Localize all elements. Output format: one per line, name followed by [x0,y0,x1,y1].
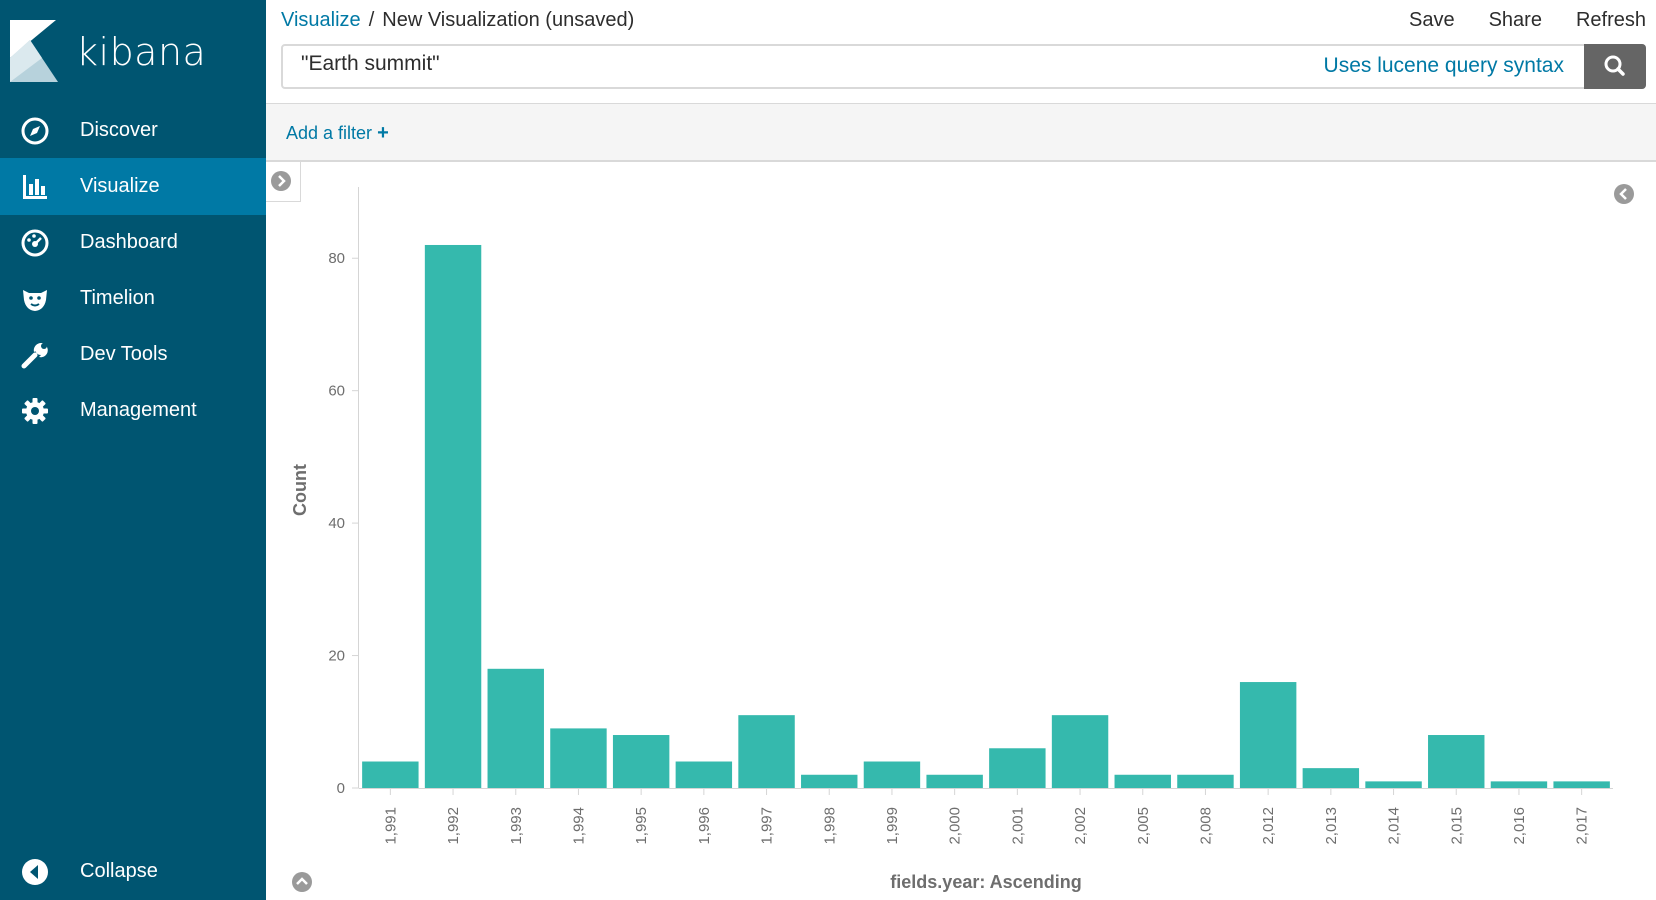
bar-chart-icon [23,175,47,199]
sidebar-item-label: Management [80,399,197,421]
breadcrumb-link-visualize[interactable]: Visualize [281,9,361,31]
bar[interactable] [863,761,921,788]
plus-icon: + [377,122,389,144]
sidebar-item-label: Dev Tools [80,343,168,365]
add-filter-label: Add a filter [286,123,373,143]
timelion-lion-icon [23,290,47,311]
y-tick-label: 40 [328,515,345,532]
x-tick-label: 2,002 [1072,807,1089,845]
kibana-logo-text: kibana [76,30,207,74]
y-tick-label: 0 [337,780,345,797]
x-tick-label: 1,991 [382,807,399,845]
bar[interactable] [550,728,607,788]
x-tick-label: 2,008 [1197,807,1214,845]
x-tick-label: 1,995 [633,807,650,845]
x-tick-label: 1,996 [696,807,713,845]
bar[interactable] [1114,774,1171,788]
bar[interactable] [1365,781,1422,788]
sidebar-item-management[interactable]: Management [0,382,266,439]
x-tick-label: 1,994 [570,807,587,845]
top-nav: Visualize / New Visualization (unsaved) Sa… [266,0,1656,104]
bar[interactable] [1490,781,1548,788]
save-button[interactable]: Save [1409,9,1455,31]
breadcrumb: Visualize / New Visualization (unsaved) [281,9,634,32]
sidebar-item-visualize[interactable]: Visualize [0,158,266,215]
x-tick-label: 2,000 [947,807,964,845]
legend-toggle[interactable] [1612,182,1636,206]
sidebar-item-label: Dashboard [80,231,178,253]
bar[interactable] [801,774,858,788]
sidebar-item-label: Visualize [80,175,160,197]
collapse-arrow-icon [22,859,48,885]
wrench-icon [21,343,48,369]
y-tick-label: 80 [328,250,345,267]
y-axis-title: Count [290,464,310,516]
breadcrumb-current: New Visualization (unsaved) [382,9,635,31]
bar[interactable] [738,715,795,788]
bar[interactable] [989,748,1046,788]
bar[interactable] [487,668,544,788]
x-tick-label: 1,993 [508,807,525,845]
sidebar-collapse-button[interactable]: Collapse [0,843,266,900]
bar[interactable] [612,735,670,788]
chevron-left-icon [1614,184,1634,204]
filter-bar: Add a filter + [266,104,1656,162]
bar[interactable] [1177,774,1234,788]
query-bar: Uses lucene query syntax [281,44,1646,89]
x-tick-label: 2,012 [1260,807,1277,845]
search-input[interactable] [301,52,1201,76]
top-actions: Save Share Refresh [1409,9,1646,32]
share-button[interactable]: Share [1488,9,1542,31]
bar[interactable] [926,774,983,788]
sidebar-item-dev-tools[interactable]: Dev Tools [0,326,266,383]
x-tick-label: 1,997 [759,807,776,845]
kibana-logo[interactable]: kibana [0,0,266,102]
search-icon [1604,55,1625,76]
y-tick-label: 60 [328,383,345,400]
bar-chart: 0 20 40 60 80 1,991 1,992 1,993 1,994 1,995 1,996 1… [290,187,1613,892]
x-tick-label: 2,015 [1448,807,1465,845]
sidebar-item-dashboard[interactable]: Dashboard [0,214,266,271]
gear-icon [22,398,48,424]
visualization-area: 0 20 40 60 80 1,991 1,992 1,993 1,994 1,995 1,996 1… [266,162,1656,900]
x-tick-label: 2,014 [1386,807,1403,845]
x-tick-label: 1,992 [445,807,462,845]
bar[interactable] [1051,715,1109,788]
bar[interactable] [424,244,482,788]
bar[interactable] [1239,682,1297,788]
x-tick-label: 2,013 [1323,807,1340,845]
x-tick-label: 2,005 [1135,807,1152,845]
breadcrumb-separator: / [368,9,375,31]
x-axis-title: fields.year: Ascending [890,872,1081,892]
bar[interactable] [1553,781,1610,788]
search-button[interactable] [1584,44,1646,89]
sidebar-collapse-label: Collapse [80,860,158,882]
x-tick-label: 2,017 [1574,807,1591,845]
bar[interactable] [362,761,419,788]
refresh-button[interactable]: Refresh [1575,9,1646,31]
compass-icon [21,117,49,145]
chevron-right-icon [271,171,291,191]
bar[interactable] [675,761,733,788]
x-tick-label: 2,001 [1009,807,1026,845]
dashboard-gauge-icon [21,229,49,257]
add-filter-button[interactable]: Add a filter + [286,122,389,145]
spy-panel-toggle[interactable] [290,870,314,894]
x-tick-label: 1,999 [884,807,901,845]
y-tick-label: 20 [328,648,345,665]
x-tick-label: 1,998 [821,807,838,845]
bar[interactable] [1302,768,1360,788]
chevron-up-icon [292,872,312,892]
sidebar: kibana Discover Visualize [0,0,266,900]
lucene-syntax-link[interactable]: Uses lucene query syntax [1323,54,1564,77]
sidebar-item-discover[interactable]: Discover [0,102,266,159]
x-tick-label: 2,016 [1511,807,1528,845]
sidebar-item-label: Discover [80,119,158,141]
sidebar-item-label: Timelion [80,287,155,309]
bar[interactable] [1428,735,1485,788]
sidebar-item-timelion[interactable]: Timelion [0,270,266,327]
kibana-logo-icon [10,20,58,82]
editor-sidebar-toggle[interactable] [266,162,301,202]
